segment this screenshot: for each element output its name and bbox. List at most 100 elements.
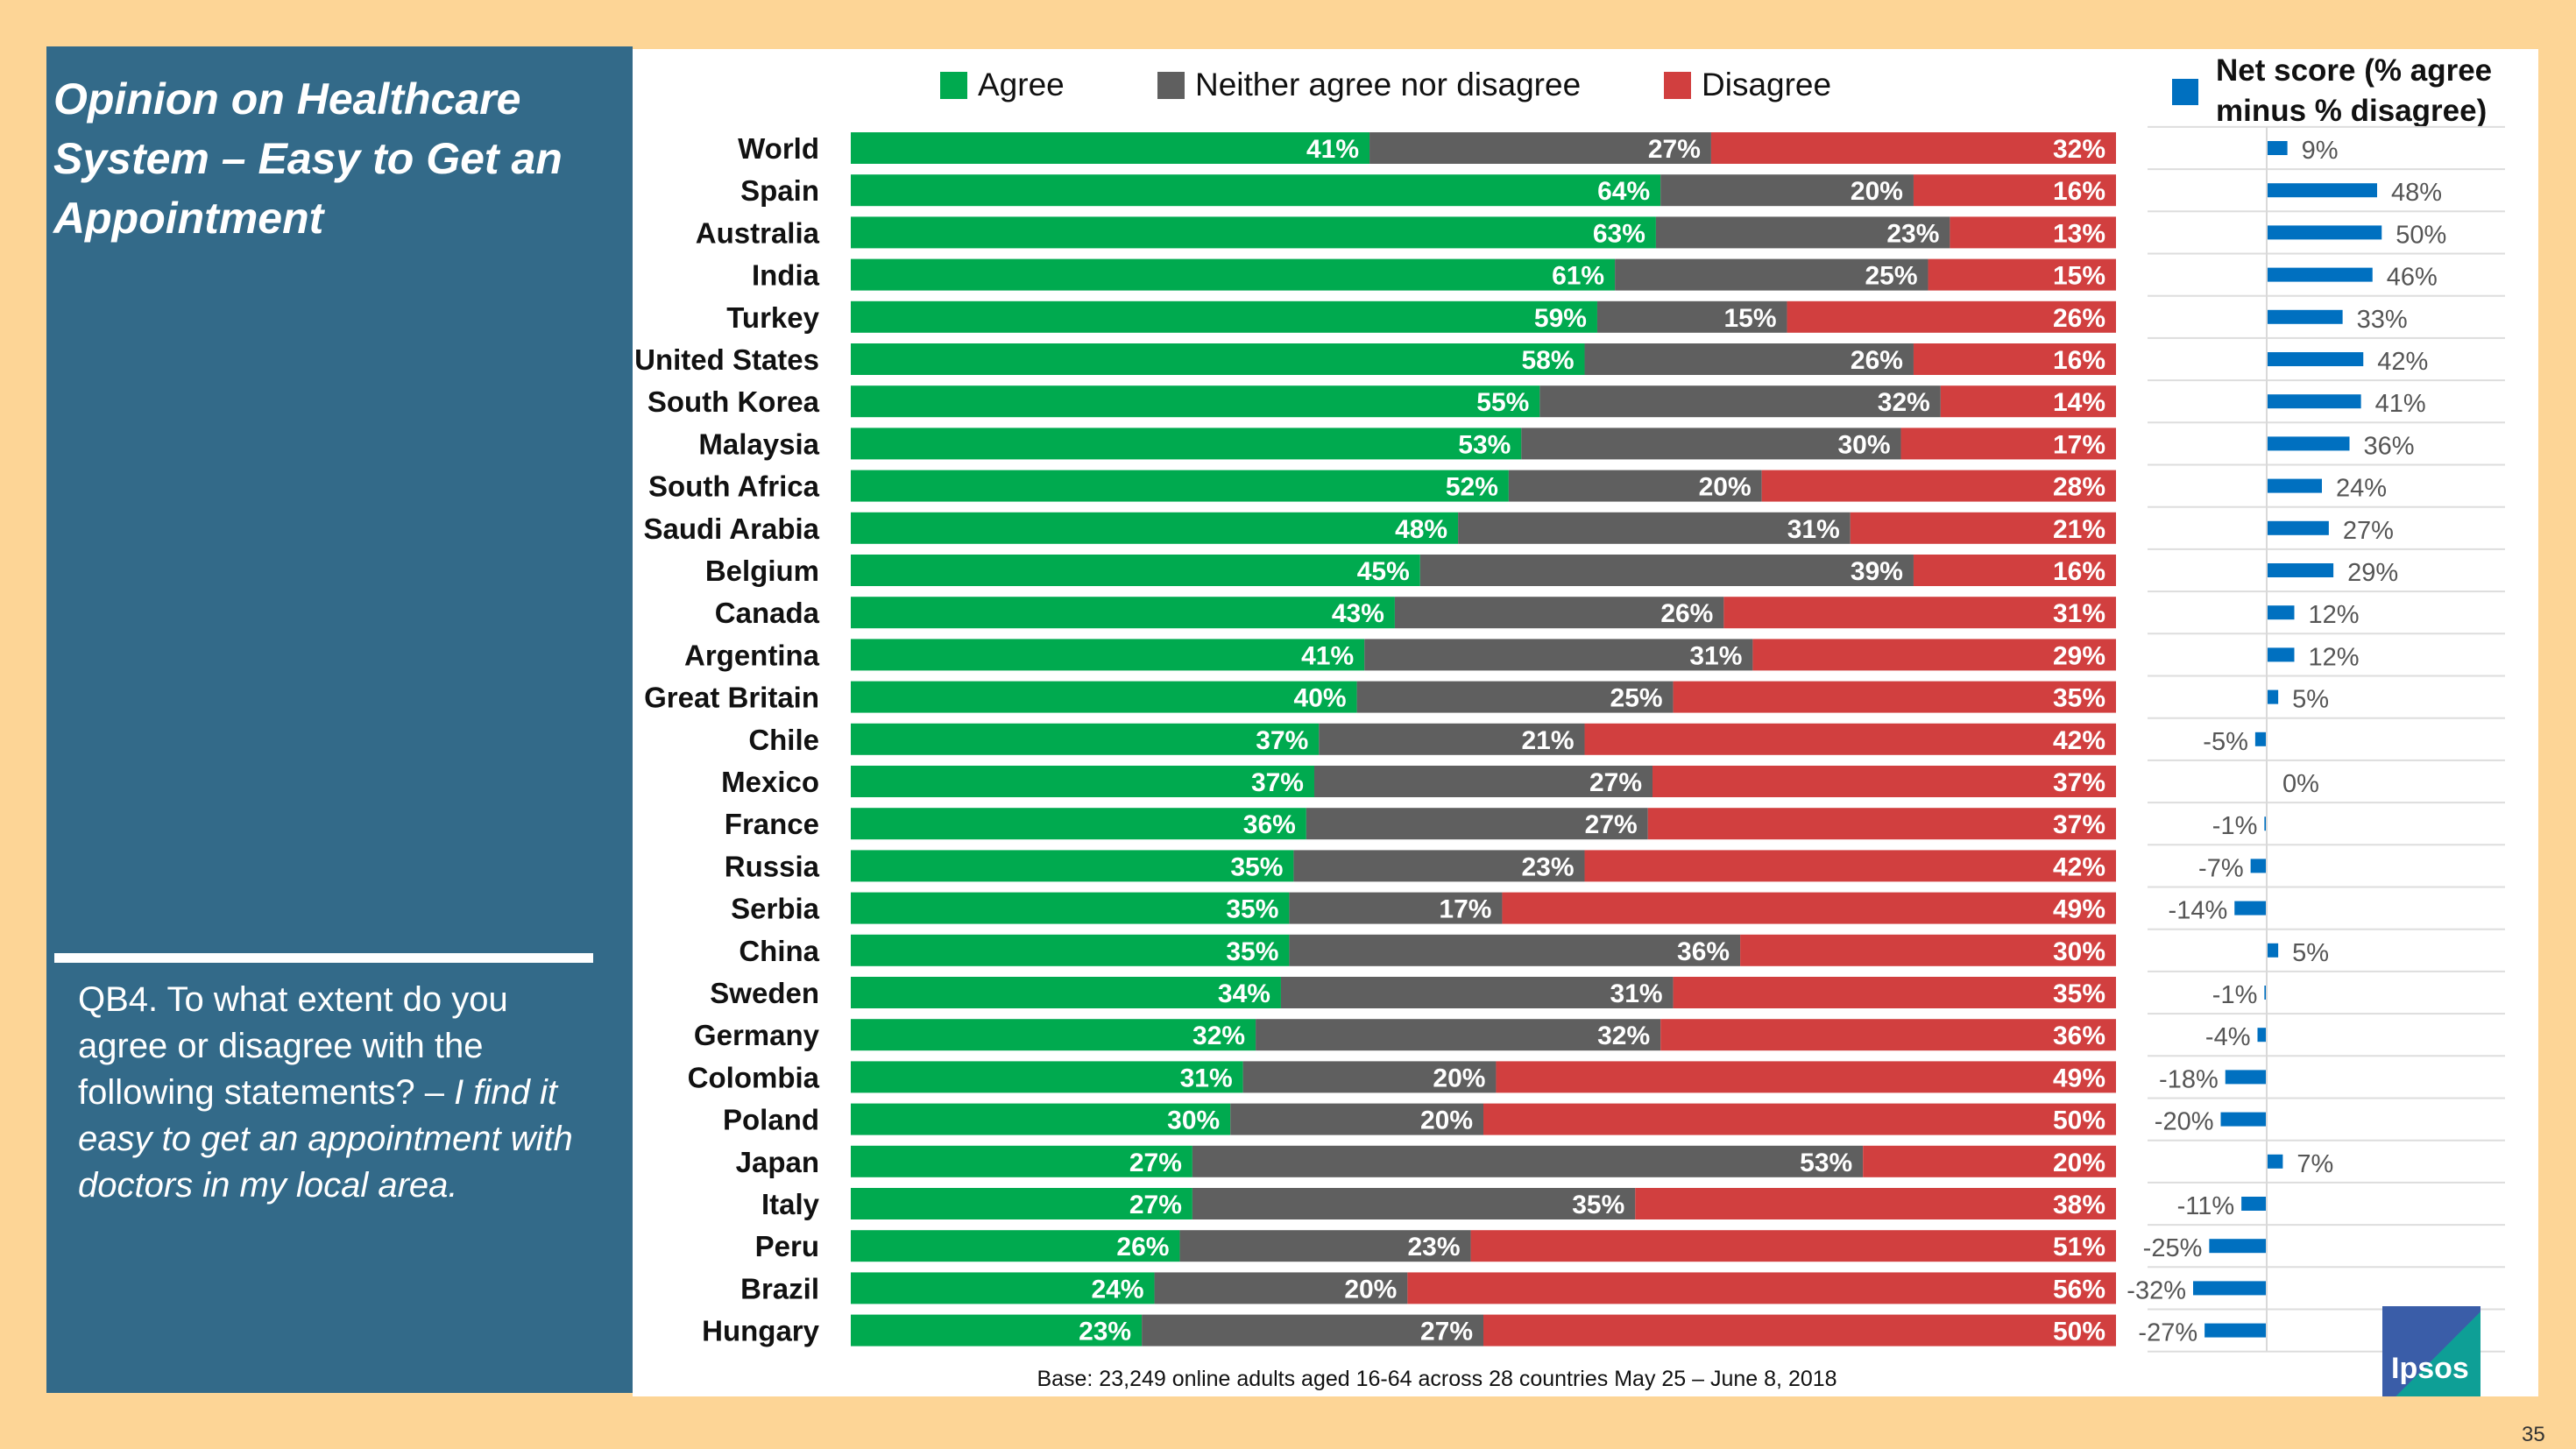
country-label: India xyxy=(752,259,820,292)
net-bar xyxy=(2267,436,2350,451)
bar-segment-neither xyxy=(1584,343,1914,375)
net-bar xyxy=(2204,1323,2267,1338)
data-label: 27% xyxy=(1589,768,1642,797)
net-label: 24% xyxy=(2336,475,2387,503)
bar-segment-disagree xyxy=(1787,300,2116,333)
question-text: QB4. To what extent do you agree or disa… xyxy=(78,977,604,1209)
data-label: 13% xyxy=(2053,219,2105,248)
bar-segment-disagree xyxy=(1928,258,2116,291)
country-label: Belgium xyxy=(705,555,819,587)
legend-swatch-net xyxy=(2172,79,2198,105)
bar-segment-agree xyxy=(851,1230,1180,1262)
country-label: Brazil xyxy=(740,1272,819,1304)
bar-segment-neither xyxy=(1508,470,1762,502)
data-label: 37% xyxy=(1256,726,1308,755)
legend-swatch-disagree xyxy=(1664,72,1691,99)
net-label: 5% xyxy=(2292,939,2329,967)
bar-segment-neither xyxy=(1419,555,1914,586)
country-label: Turkey xyxy=(726,301,819,334)
data-label: 20% xyxy=(1699,473,1752,502)
data-label: 31% xyxy=(2053,599,2105,628)
bar-segment-neither xyxy=(1356,681,1674,713)
data-label: 49% xyxy=(2053,1064,2105,1092)
bar-segment-disagree xyxy=(1913,555,2116,586)
data-label: 16% xyxy=(2053,557,2105,586)
country-label: Peru xyxy=(755,1230,819,1262)
bar-segment-neither xyxy=(1313,766,1653,797)
data-label: 21% xyxy=(1521,726,1574,755)
country-label: Hungary xyxy=(702,1315,820,1347)
data-label: 38% xyxy=(2053,1191,2105,1219)
legend-label-neither: Neither agree nor disagree xyxy=(1195,67,1581,102)
data-label: 28% xyxy=(2053,473,2105,502)
bar-segment-agree xyxy=(851,470,1509,502)
bar-segment-disagree xyxy=(1584,723,2116,755)
data-label: 17% xyxy=(1439,895,1491,924)
net-bar xyxy=(2267,689,2279,704)
country-label: United States xyxy=(634,343,819,376)
data-label: 32% xyxy=(1878,388,1930,417)
bar-segment-neither xyxy=(1458,512,1851,544)
bar-segment-neither xyxy=(1179,1230,1471,1262)
net-label: 29% xyxy=(2347,559,2398,587)
bar-segment-neither xyxy=(1655,216,1950,249)
net-bar xyxy=(2267,563,2334,577)
net-label: 7% xyxy=(2296,1150,2333,1178)
data-label: 43% xyxy=(1332,599,1384,628)
bar-segment-disagree xyxy=(1752,639,2116,671)
bar-segment-agree xyxy=(851,850,1294,882)
legend-label-disagree: Disagree xyxy=(1702,67,1831,102)
bar-segment-agree xyxy=(851,808,1306,840)
bar-segment-disagree xyxy=(1673,977,2116,1008)
country-label: Malaysia xyxy=(698,428,819,460)
country-label: Russia xyxy=(725,850,820,882)
net-bar xyxy=(2267,943,2279,958)
data-label: 25% xyxy=(1610,684,1663,713)
data-label: 35% xyxy=(1572,1191,1624,1219)
data-label: 27% xyxy=(1648,135,1701,164)
bar-segment-neither xyxy=(1280,977,1674,1008)
net-bar xyxy=(2254,732,2267,746)
data-label: 52% xyxy=(1446,473,1498,502)
data-label: 30% xyxy=(1167,1106,1220,1135)
data-label: 31% xyxy=(1180,1064,1233,1092)
bar-segment-agree xyxy=(851,512,1459,544)
net-bar xyxy=(2220,1112,2267,1127)
data-label: 59% xyxy=(1534,304,1587,333)
bar-segment-agree xyxy=(851,597,1395,629)
net-bar xyxy=(2209,1239,2267,1254)
net-bar xyxy=(2267,309,2343,324)
net-label: 12% xyxy=(2309,601,2360,629)
data-label: 27% xyxy=(1420,1318,1473,1347)
data-label: 26% xyxy=(1851,346,1903,375)
bar-segment-disagree xyxy=(1950,216,2116,249)
data-label: 50% xyxy=(2053,1318,2105,1347)
bar-segment-neither xyxy=(1394,597,1724,629)
net-bar xyxy=(2267,647,2295,662)
net-bar xyxy=(2267,141,2288,155)
bar-segment-disagree xyxy=(1710,132,2116,164)
data-label: 42% xyxy=(2053,726,2105,755)
bar-segment-neither xyxy=(1306,808,1648,840)
bar-segment-agree xyxy=(851,723,1320,755)
bar-segment-disagree xyxy=(1584,850,2116,882)
net-label: 50% xyxy=(2396,221,2446,249)
net-bar xyxy=(2250,859,2267,873)
net-label: 41% xyxy=(2375,390,2426,418)
country-label: South Africa xyxy=(648,470,820,503)
question-prefix: QB4. To what extent do you agree or disa… xyxy=(78,980,508,1112)
bar-segment-agree xyxy=(851,132,1370,164)
data-label: 16% xyxy=(2053,346,2105,375)
bar-segment-agree xyxy=(851,977,1281,1008)
data-label: 27% xyxy=(1585,810,1638,839)
data-label: 20% xyxy=(1420,1106,1473,1135)
bar-segment-disagree xyxy=(1913,343,2116,375)
data-label: 17% xyxy=(2053,430,2105,459)
country-label: Argentina xyxy=(684,639,820,671)
bar-segment-agree xyxy=(851,1019,1256,1051)
bar-segment-agree xyxy=(851,174,1661,207)
data-label: 26% xyxy=(2053,304,2105,333)
data-label: 37% xyxy=(2053,810,2105,839)
net-bar xyxy=(2267,225,2382,240)
